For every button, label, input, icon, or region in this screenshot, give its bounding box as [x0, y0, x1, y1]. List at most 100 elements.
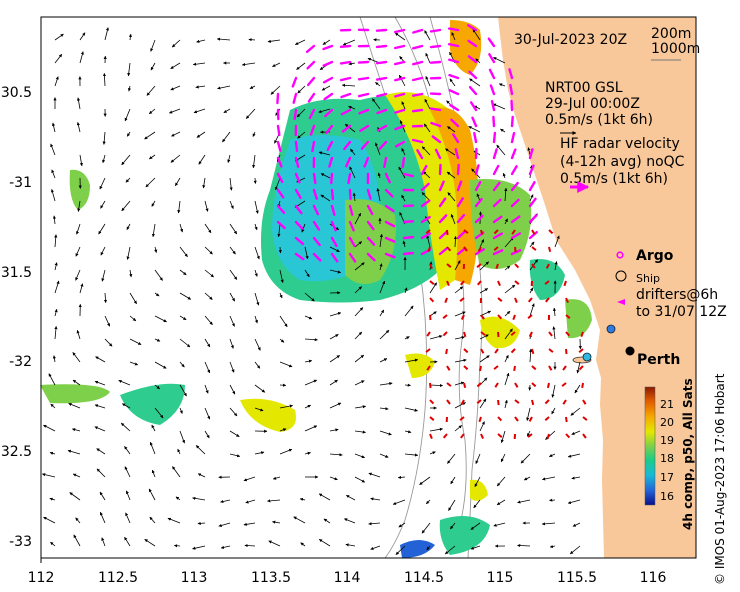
velocity-arrow: [479, 334, 489, 340]
hf-arrow: [339, 44, 352, 48]
velocity-arrow: [170, 85, 181, 91]
velocity-arrow: [504, 372, 510, 386]
drifter-tracks: [425, 229, 588, 440]
drifter-arrow: [514, 297, 518, 303]
velocity-arrow: [75, 223, 81, 235]
velocity-arrow: [49, 451, 56, 455]
velocity-arrow: [429, 334, 443, 340]
hf-arrow: [420, 182, 430, 192]
velocity-arrow: [245, 499, 256, 504]
hf-arrow: [312, 236, 321, 247]
drifter-arrow: [478, 416, 482, 423]
velocity-arrow: [75, 517, 81, 524]
x-axis: 112 112.5 113 113.5 114 114.5 115 115.5 …: [28, 558, 666, 586]
velocity-arrow: [354, 307, 364, 317]
drifter-arrow: [426, 365, 431, 371]
velocity-arrow: [500, 430, 506, 444]
colorbar-label: 4h comp, p50, All Sats: [681, 378, 695, 530]
velocity-arrow: [425, 52, 431, 64]
hf-arrow: [492, 232, 504, 240]
velocity-arrow: [151, 424, 156, 432]
velocity-arrow: [304, 379, 318, 386]
velocity-arrow: [229, 315, 235, 327]
velocity-arrow: [404, 358, 419, 363]
velocity-arrow: [379, 358, 388, 363]
velocity-arrow: [529, 348, 533, 363]
velocity-arrow: [197, 473, 206, 478]
velocity-arrow: [492, 103, 506, 110]
drifter-arrow: [446, 399, 451, 405]
velocity-arrow: [145, 177, 156, 188]
hf-arrow: [276, 92, 280, 105]
velocity-arrow: [49, 497, 56, 501]
velocity-arrow: [102, 154, 106, 164]
drifter-arrow: [581, 382, 584, 389]
velocity-arrow: [447, 192, 456, 202]
drifter-arrow: [548, 365, 553, 371]
drifter-arrow: [444, 297, 448, 304]
hf-arrow: [276, 204, 286, 214]
drifter-arrow: [582, 416, 588, 421]
drifter-arrow: [463, 365, 469, 371]
velocity-arrow: [121, 200, 131, 212]
date-label: 30-Jul-2023 20Z: [514, 32, 627, 48]
velocity-arrow: [272, 520, 281, 524]
drifter-arrow: [446, 246, 452, 252]
velocity-arrow: [279, 315, 288, 328]
y-axis: 30.5 -31 31.5 -32 32.5 -33: [1, 85, 32, 550]
hf-arrow: [508, 68, 514, 80]
velocity-arrow: [297, 131, 306, 139]
hf-arrow: [456, 197, 464, 208]
hf-arrow: [366, 188, 372, 200]
velocity-arrow: [103, 292, 108, 304]
velocity-arrow: [167, 517, 181, 524]
drifter-arrow: [565, 348, 568, 355]
x-tick-113-5: 113.5: [251, 570, 291, 586]
velocity-arrow: [401, 101, 406, 110]
drifter-arrow: [446, 280, 450, 286]
y-tick-33: -33: [9, 534, 32, 550]
hf-arrow: [448, 58, 460, 64]
hf-arrow: [348, 220, 355, 232]
velocity-arrow: [554, 235, 560, 248]
drifter-arrow: [476, 399, 482, 405]
velocity-arrow: [244, 543, 256, 548]
drifter-arrow: [510, 331, 516, 337]
velocity-arrow: [204, 269, 214, 278]
velocity-arrow: [444, 545, 456, 555]
velocity-arrow: [301, 223, 306, 233]
velocity-arrow: [149, 441, 156, 455]
hf-arrow: [447, 27, 460, 32]
velocity-arrow: [541, 476, 556, 481]
hf-arrow: [474, 248, 485, 256]
velocity-arrow: [68, 402, 81, 409]
velocity-arrow: [318, 108, 331, 114]
velocity-arrow: [394, 32, 406, 41]
velocity-arrow: [279, 404, 294, 409]
velocity-arrow: [318, 493, 331, 501]
velocity-arrow: [297, 85, 306, 94]
annotations: 30-Jul-2023 20Z 200m 1000m NRT00 GSL 29-…: [514, 26, 727, 368]
hf-arrow: [492, 249, 504, 256]
hf-arrow: [411, 108, 424, 113]
velocity-arrow: [268, 540, 281, 547]
hf-arrow: [376, 108, 388, 115]
hf-arrow: [528, 148, 534, 160]
velocity-arrow: [374, 142, 381, 156]
velocity-arrow: [146, 85, 156, 96]
hf-arrow: [492, 131, 497, 144]
velocity-arrow: [329, 334, 339, 340]
velocity-arrow: [296, 108, 306, 118]
drifter-arrow: [565, 314, 571, 319]
velocity-arrow: [275, 177, 281, 191]
hf-arrow: [510, 99, 514, 112]
velocity-arrow: [379, 233, 383, 248]
drifter-symbol: [617, 299, 625, 305]
drifter-arrow: [514, 246, 517, 253]
velocity-arrow: [527, 147, 531, 156]
drifter-arrow: [425, 229, 431, 235]
hf-arrow: [384, 188, 394, 198]
drifter-arrow: [446, 229, 449, 236]
drifter-arrow: [425, 348, 431, 353]
velocity-arrow: [397, 475, 406, 479]
